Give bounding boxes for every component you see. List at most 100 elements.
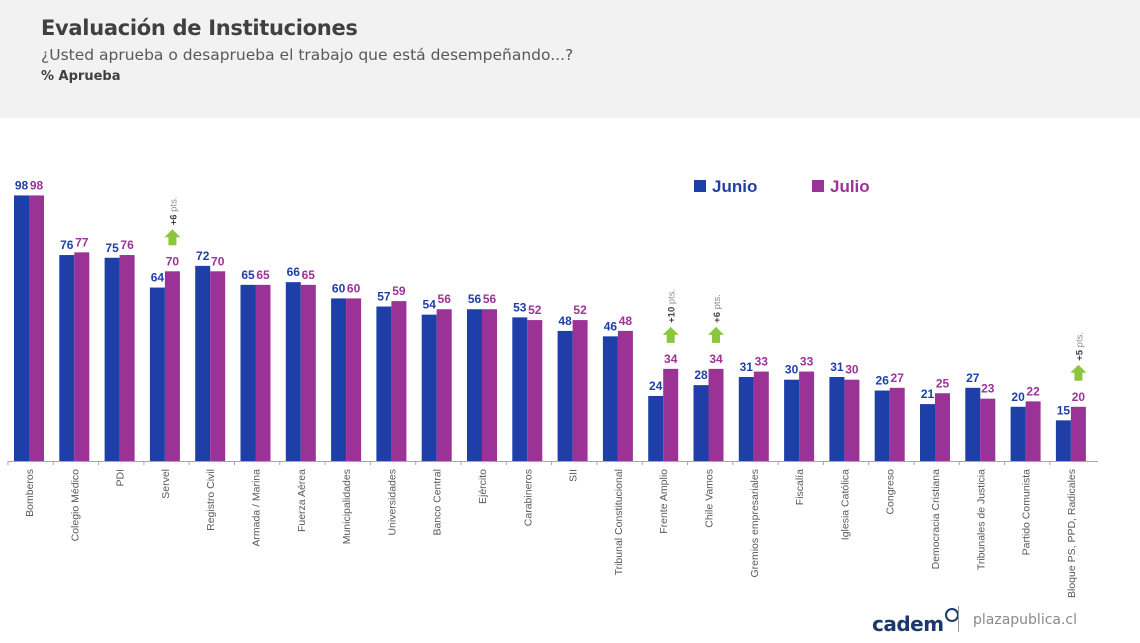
data-label-julio: 70 [211, 254, 225, 268]
data-label-junio: 54 [423, 298, 437, 312]
bar-junio [965, 387, 981, 461]
bar-julio [164, 271, 180, 461]
bar-julio [663, 368, 679, 461]
bar-junio [920, 404, 935, 461]
bar-julio [980, 398, 996, 461]
data-label-julio: 65 [256, 268, 270, 282]
category-label: Registro Civil [205, 469, 217, 531]
bar-julio [1025, 401, 1041, 461]
data-label-julio: 23 [981, 382, 995, 396]
increase-annotation: +5 pts. [1074, 332, 1085, 361]
category-label: Tribunales de Justicia [975, 469, 987, 570]
bar-julio [300, 284, 316, 461]
category-label: Armada / Marina [251, 469, 263, 547]
legend-label-julio: Julio [830, 177, 870, 196]
category-label: Chile Vamos [704, 469, 716, 528]
data-label-junio: 26 [876, 374, 890, 388]
bar-julio [74, 252, 90, 461]
data-label-julio: 48 [619, 314, 633, 328]
page-subtitle: ¿Usted aprueba o desaprueba el trabajo q… [41, 46, 574, 64]
increase-arrow-icon [708, 326, 724, 343]
bar-julio [617, 330, 633, 461]
data-label-junio: 21 [921, 387, 935, 401]
data-label-junio: 57 [377, 290, 391, 304]
data-label-julio: 60 [347, 281, 361, 295]
data-label-junio: 48 [558, 314, 572, 328]
data-label-julio: 65 [302, 268, 316, 282]
increase-annotation: +6 pts. [712, 294, 723, 323]
data-label-julio: 34 [664, 352, 678, 366]
legend-label-junio: Junio [712, 177, 757, 196]
data-label-julio: 56 [438, 292, 452, 306]
footer-divider [958, 606, 959, 632]
bar-junio [421, 314, 437, 461]
data-label-julio: 52 [573, 303, 587, 317]
data-label-junio: 56 [468, 292, 482, 306]
category-label: Bomberos [24, 469, 36, 517]
data-label-julio: 56 [483, 292, 497, 306]
bar-junio [512, 317, 528, 461]
bar-junio [1010, 406, 1026, 461]
arrow-shape [1070, 364, 1087, 381]
data-label-junio: 76 [60, 238, 74, 252]
bar-junio [149, 287, 165, 461]
category-label: Municipalidades [341, 469, 353, 544]
arrow-shape [708, 326, 724, 343]
bar-julio [482, 309, 497, 461]
bar-julio [935, 393, 950, 461]
bar-julio [436, 309, 452, 461]
data-label-junio: 20 [1011, 390, 1025, 404]
data-label-julio: 33 [755, 355, 769, 369]
bar-julio [844, 379, 860, 461]
category-label: Fuerza Aérea [296, 469, 308, 532]
bar-junio [648, 395, 664, 461]
category-label: Colegio Médico [69, 469, 81, 542]
legend-swatch-julio [812, 180, 824, 192]
data-label-junio: 15 [1057, 403, 1071, 417]
category-label: Servel [160, 469, 172, 499]
bar-junio [376, 306, 392, 461]
bar-junio [829, 376, 845, 461]
bar-junio [1055, 420, 1071, 461]
data-label-junio: 75 [105, 241, 119, 255]
increase-arrow-icon [662, 326, 679, 343]
data-label-junio: 72 [196, 249, 210, 263]
bar-junio [195, 265, 211, 461]
data-label-julio: 25 [936, 376, 950, 390]
bar-julio [799, 371, 815, 461]
data-label-junio: 60 [332, 281, 346, 295]
measure-label: % Aprueba [41, 69, 121, 84]
category-label: Partido Comunista [1021, 469, 1033, 556]
category-label: Gremios empresariales [749, 469, 761, 578]
bar-julio [391, 301, 407, 461]
data-label-junio: 98 [15, 178, 29, 192]
bar-julio [29, 195, 44, 462]
data-label-junio: 24 [649, 379, 663, 393]
arrow-shape [164, 229, 181, 246]
category-label: Bloque PS, PPD, Radicales [1066, 469, 1078, 598]
data-label-junio: 46 [604, 319, 618, 333]
page-title: Evaluación de Instituciones [41, 16, 358, 40]
bar-junio [104, 257, 120, 461]
category-label: Banco Central [432, 469, 444, 536]
category-label: Fiscalía [794, 469, 806, 505]
bar-junio [467, 309, 482, 461]
data-label-junio: 66 [287, 265, 301, 279]
data-label-julio: 33 [800, 355, 814, 369]
data-label-junio: 31 [740, 360, 754, 374]
category-label: SII [568, 469, 580, 482]
category-label: Ejército [477, 469, 489, 504]
bar-junio [784, 379, 800, 461]
data-label-junio: 31 [830, 360, 844, 374]
bar-julio [708, 368, 724, 461]
data-label-julio: 98 [30, 178, 44, 192]
data-label-junio: 53 [513, 300, 527, 314]
data-label-julio: 70 [166, 254, 180, 268]
data-label-julio: 34 [709, 352, 723, 366]
bar-junio [874, 390, 890, 461]
bar-junio [14, 195, 29, 462]
bar-julio [753, 371, 769, 461]
data-label-julio: 77 [75, 235, 89, 249]
bar-junio [693, 385, 709, 461]
